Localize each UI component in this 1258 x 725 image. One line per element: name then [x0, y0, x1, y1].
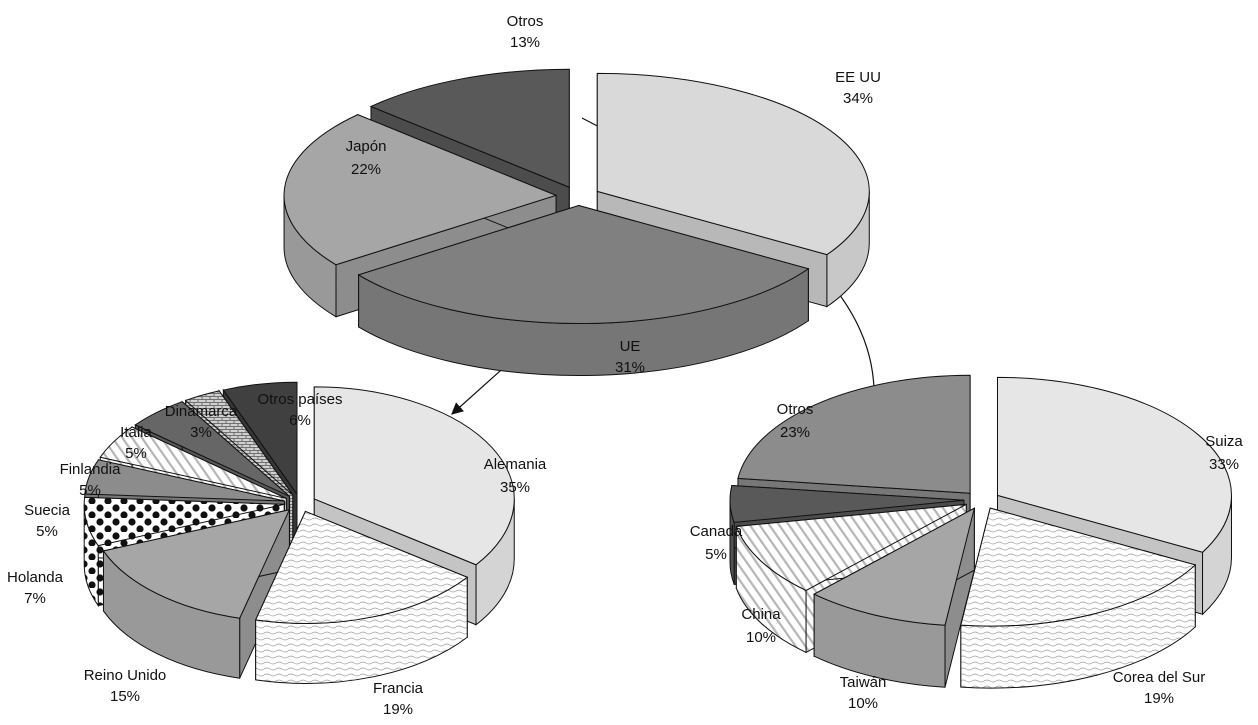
label-main-eeuu-name: EE UU	[835, 69, 881, 86]
pie-slice-top	[283, 114, 558, 266]
pie-slice-top	[813, 507, 976, 626]
pie-slice-top	[99, 426, 287, 499]
label-ue-finlandia-name: Finlandia	[60, 461, 122, 478]
label-main-japon-value: 22%	[351, 161, 381, 178]
label-ue-holanda-name: Holanda	[7, 569, 64, 586]
label-ue-dinamarca-name: Dinamarca	[165, 403, 238, 420]
pie-slice-corea-del-sur	[960, 507, 1197, 689]
label-main-eeuu-value: 34%	[843, 90, 873, 107]
label-ue-italia-name: Italia	[120, 424, 152, 441]
pie-slice-top	[960, 507, 1197, 627]
pie-slice-reino-unido	[102, 509, 291, 679]
label-otros-corea-value: 19%	[1144, 690, 1174, 707]
pie-slice-ue	[357, 204, 810, 377]
label-otros-china-value: 10%	[746, 629, 776, 646]
label-ue-otrospaises-value: 6%	[289, 412, 311, 429]
pie-slice-top	[596, 72, 870, 256]
pie-slice-top	[729, 484, 965, 523]
label-otros-corea-name: Corea del Sur	[1113, 669, 1206, 686]
label-main-otros-value: 13%	[510, 34, 540, 51]
pie-slice-top	[369, 68, 570, 188]
pie-slice-top	[737, 374, 971, 494]
label-ue-suecia-value: 5%	[36, 523, 58, 540]
label-main-ue-name: UE	[620, 338, 641, 355]
label-otros-taiwan-name: Taiwán	[840, 674, 887, 691]
pie-slice-top	[735, 503, 967, 591]
pie-slice-top	[184, 390, 294, 496]
pie-slice-francia	[254, 510, 469, 684]
pie-slice-top	[357, 205, 810, 325]
pie-slice-top	[134, 401, 290, 497]
label-ue-reinounido-name: Reino Unido	[84, 667, 167, 684]
pie-slice-top	[102, 509, 291, 619]
pie-chart-ue	[83, 381, 515, 684]
label-otros-suiza-name: Suiza	[1205, 433, 1243, 450]
pie-slice-top	[313, 386, 515, 566]
label-main-otros-name: Otros	[507, 13, 544, 30]
pie-slice-top	[84, 459, 285, 502]
label-otros-china-name: China	[741, 606, 781, 623]
label-ue-alemania-name: Alemania	[484, 456, 547, 473]
label-ue-francia-name: Francia	[373, 680, 424, 697]
pie-slice-top	[254, 510, 469, 624]
pie-slice-top	[83, 496, 285, 547]
label-ue-reinounido-value: 15%	[110, 688, 140, 705]
label-ue-alemania-value: 35%	[500, 479, 530, 496]
label-otros-taiwan-value: 10%	[848, 695, 878, 712]
label-ue-italia-value: 5%	[125, 445, 147, 462]
pie-slice-top	[222, 381, 298, 496]
pie-chart-otros	[729, 374, 1232, 689]
label-main-ue-value: 31%	[615, 359, 645, 376]
label-ue-finlandia-value: 5%	[79, 482, 101, 499]
pie-slice-top	[996, 376, 1232, 553]
label-otros-suiza-value: 33%	[1209, 456, 1239, 473]
label-ue-francia-value: 19%	[383, 701, 413, 718]
label-main-japon-name: Japón	[346, 138, 387, 155]
label-ue-otrospaises-name: Otros países	[257, 391, 342, 408]
label-otros-canada-value: 5%	[705, 546, 727, 563]
label-ue-dinamarca-value: 3%	[190, 424, 212, 441]
pie-slice-taiw-n	[813, 507, 976, 688]
label-otros-otros-name: Otros	[777, 401, 814, 418]
label-ue-holanda-value: 7%	[24, 590, 46, 607]
label-otros-otros-value: 23%	[780, 424, 810, 441]
label-ue-suecia-name: Suecia	[24, 502, 71, 519]
pie-chart-main	[283, 68, 870, 377]
label-otros-canada-name: Canadá	[690, 523, 743, 540]
